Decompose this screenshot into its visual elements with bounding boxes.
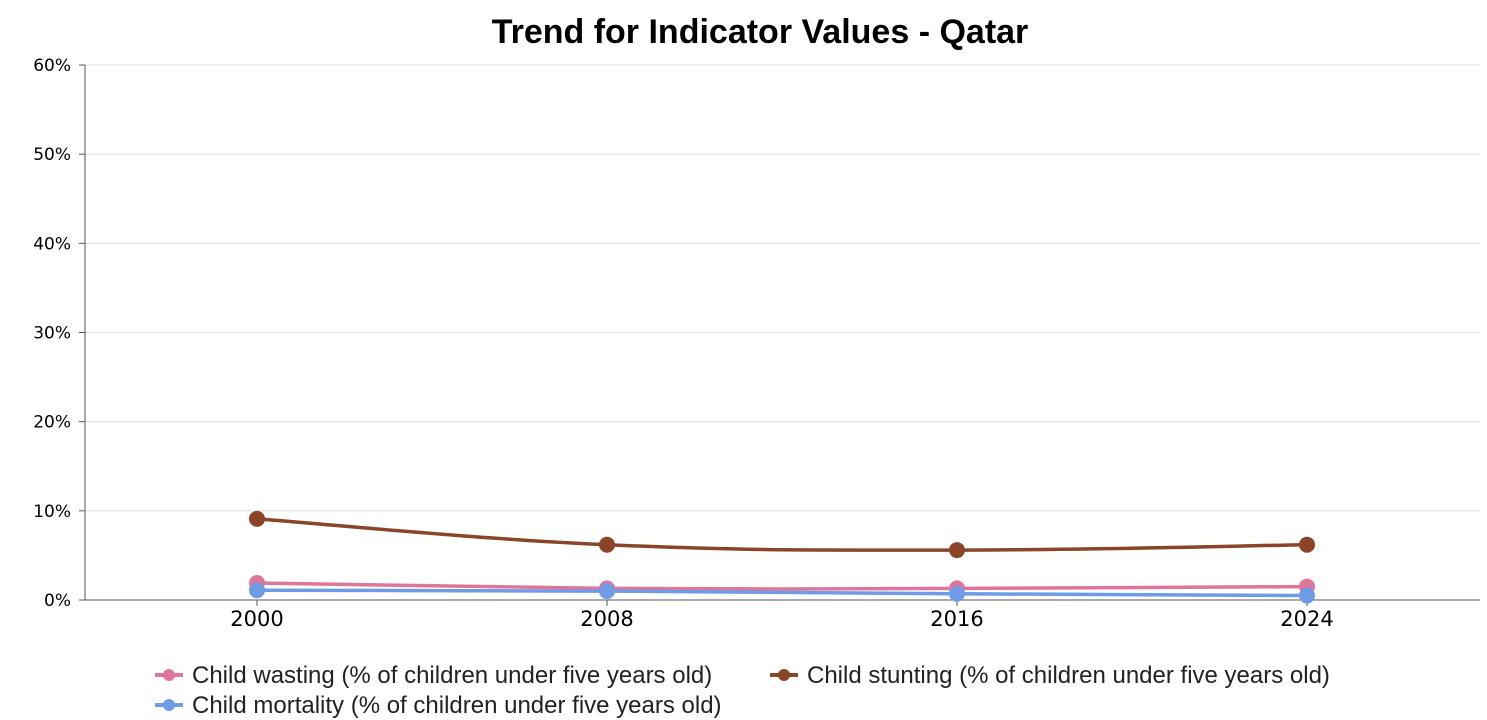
y-tick-label: 10%: [33, 502, 71, 522]
series-lines: [249, 510, 1315, 604]
legend-swatch-marker: [163, 699, 175, 711]
series-line: [256, 517, 1308, 552]
legend-swatch-marker: [778, 669, 790, 681]
y-tick-label: 50%: [33, 145, 71, 165]
x-tick-label: 2016: [930, 607, 983, 631]
y-tick-label: 20%: [33, 413, 71, 433]
data-point[interactable]: [1299, 536, 1315, 553]
x-tick-label: 2008: [580, 607, 633, 631]
legend-label: Child wasting (% of children under five …: [192, 662, 712, 689]
series-line: [256, 588, 1308, 598]
data-point[interactable]: [949, 542, 965, 559]
legend-label: Child mortality (% of children under fiv…: [192, 692, 722, 719]
data-point[interactable]: [249, 510, 265, 527]
data-point[interactable]: [249, 582, 265, 599]
chart-title: Trend for Indicator Values - Qatar: [492, 13, 1029, 51]
legend-item[interactable]: Child mortality (% of children under fiv…: [155, 692, 722, 719]
series-line: [256, 581, 1308, 591]
legend[interactable]: Child wasting (% of children under five …: [155, 662, 1330, 719]
series-group: [249, 510, 1315, 559]
y-tick-label: 40%: [33, 234, 71, 254]
y-tick-label: 0%: [44, 591, 71, 611]
data-point[interactable]: [949, 585, 965, 602]
legend-swatch-marker: [163, 669, 175, 681]
legend-item[interactable]: Child stunting (% of children under five…: [770, 662, 1330, 689]
axes: 0% 10% 20% 30% 40% 50% 60% 2000 2008 2016 2024: [33, 56, 1480, 631]
x-tick-label: 2024: [1280, 607, 1333, 631]
data-point[interactable]: [599, 583, 615, 600]
grid-lines: [85, 64, 1480, 512]
x-tick-label: 2000: [230, 607, 283, 631]
legend-item[interactable]: Child wasting (% of children under five …: [155, 662, 712, 689]
legend-label: Child stunting (% of children under five…: [807, 662, 1330, 689]
data-point[interactable]: [599, 536, 615, 553]
data-point[interactable]: [1299, 587, 1315, 604]
series-group: [249, 582, 1315, 604]
y-tick-label: 30%: [33, 324, 71, 344]
y-tick-label: 60%: [33, 56, 71, 76]
